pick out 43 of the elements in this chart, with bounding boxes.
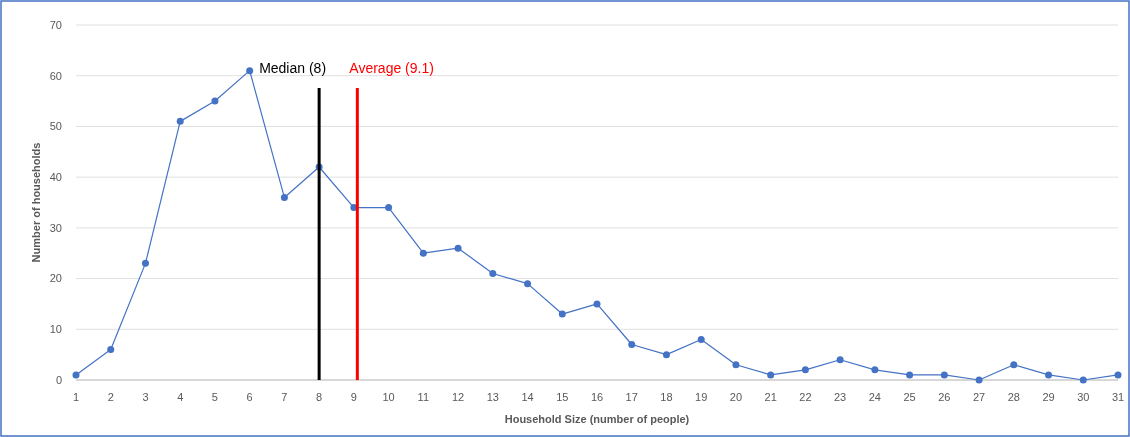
x-tick-label: 6 xyxy=(246,391,253,403)
x-tick-label: 26 xyxy=(938,391,951,403)
x-axis-title: Household Size (number of people) xyxy=(504,413,690,425)
y-tick-label: 10 xyxy=(49,323,62,336)
x-tick-label: 12 xyxy=(451,391,465,403)
x-tick-label: 21 xyxy=(764,391,777,403)
x-tick-label: 30 xyxy=(1077,391,1090,403)
x-tick-label: 14 xyxy=(521,391,534,403)
ref-line-label: Median (8) xyxy=(259,60,327,76)
x-tick-label: 19 xyxy=(695,391,708,403)
x-tick-label: 20 xyxy=(729,391,743,403)
y-tick-label: 40 xyxy=(49,170,62,183)
x-tick-label: 3 xyxy=(142,391,149,403)
x-tick-label: 2 xyxy=(107,391,114,403)
x-tick-label: 15 xyxy=(556,391,569,403)
ref-line-label: Average (9.1) xyxy=(349,60,434,76)
x-tick-label: 23 xyxy=(834,391,847,403)
x-tick-label: 1 xyxy=(72,391,80,403)
y-axis-title: Number of households xyxy=(30,142,42,263)
x-tick-label: 7 xyxy=(281,391,288,403)
y-tick-label: 50 xyxy=(49,120,62,133)
x-tick-label: 29 xyxy=(1042,391,1055,403)
x-tick-label: 31 xyxy=(1111,391,1125,403)
x-tick-label: 24 xyxy=(868,391,881,403)
x-tick-label: 22 xyxy=(799,391,812,403)
x-tick-label: 17 xyxy=(625,391,638,403)
x-tick-label: 16 xyxy=(590,391,604,403)
x-tick-label: 10 xyxy=(382,391,395,403)
x-tick-label: 11 xyxy=(417,391,430,403)
x-tick-label: 8 xyxy=(316,391,323,403)
y-tick-label: 0 xyxy=(55,373,62,386)
x-tick-label: 25 xyxy=(903,391,916,403)
y-tick-label: 70 xyxy=(49,18,62,31)
x-tick-label: 4 xyxy=(177,391,184,403)
x-tick-label: 9 xyxy=(350,391,357,403)
x-tick-label: 28 xyxy=(1007,391,1020,403)
x-tick-label: 27 xyxy=(972,391,986,403)
x-tick-label: 13 xyxy=(486,391,499,403)
x-tick-label: 18 xyxy=(660,391,673,403)
x-tick-label: 5 xyxy=(211,391,218,403)
y-tick-label: 60 xyxy=(49,69,62,82)
y-tick-label: 30 xyxy=(49,221,62,234)
y-tick-label: 20 xyxy=(49,272,62,285)
